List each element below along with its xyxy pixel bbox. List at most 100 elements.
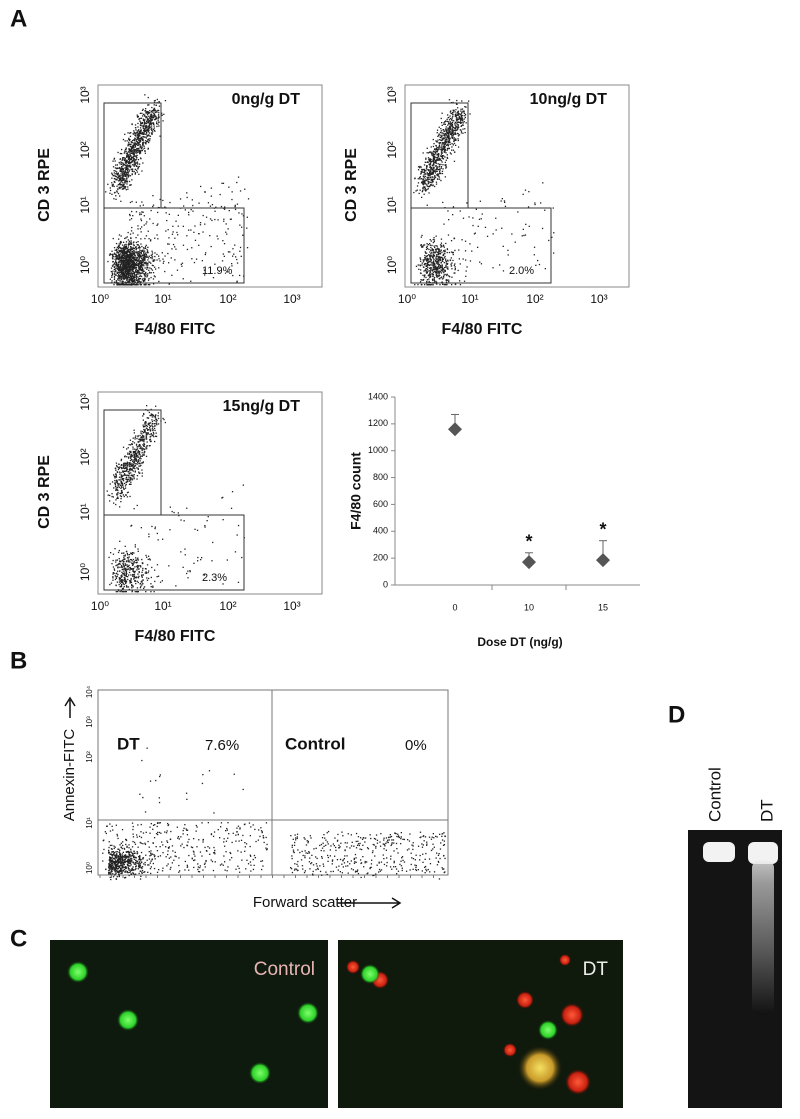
event-dot <box>419 166 420 167</box>
event-dot <box>127 153 128 154</box>
event-dot <box>178 226 179 227</box>
event-dot <box>121 585 122 586</box>
event-dot <box>457 126 458 127</box>
event-dot <box>144 122 145 123</box>
event-dot <box>155 118 156 119</box>
event-dot <box>141 170 142 171</box>
event-dot <box>517 211 518 212</box>
event-dot <box>157 124 158 125</box>
y-axis-label: F4/80 count <box>348 452 364 530</box>
event-dot <box>129 139 130 140</box>
event-dot <box>138 466 139 467</box>
event-dot <box>439 266 440 267</box>
event-dot <box>132 248 133 249</box>
event-dot <box>455 132 456 133</box>
event-dot <box>224 209 225 210</box>
event-dot <box>226 223 227 224</box>
event-dot <box>111 173 112 174</box>
event-dot <box>171 275 172 276</box>
event-dot <box>198 245 199 246</box>
event-dot <box>121 459 122 460</box>
event-dot <box>133 242 134 243</box>
event-dot <box>176 232 177 233</box>
event-dot <box>118 485 119 486</box>
event-dot <box>131 211 132 212</box>
event-dot <box>424 244 425 245</box>
event-dot <box>132 171 133 172</box>
event-dot <box>447 260 448 261</box>
event-dot <box>115 560 116 561</box>
event-dot <box>140 465 141 466</box>
event-dot <box>132 273 133 274</box>
event-dot <box>136 242 137 243</box>
event-dot <box>108 557 109 558</box>
event-dot <box>150 559 151 560</box>
event-dot <box>140 122 141 123</box>
event-dot <box>421 246 422 247</box>
event-dot <box>128 242 129 243</box>
event-dot <box>151 425 152 426</box>
event-dot <box>163 114 164 115</box>
event-dot <box>137 574 138 575</box>
event-dot <box>455 266 456 267</box>
event-dot <box>436 254 437 255</box>
event-dot <box>134 143 135 144</box>
event-dot <box>118 265 119 266</box>
event-dot <box>140 144 141 145</box>
event-dot <box>208 516 209 517</box>
event-dot <box>151 586 152 587</box>
event-dot <box>122 560 123 561</box>
event-dot <box>121 485 122 486</box>
event-dot <box>241 227 242 228</box>
event-dot <box>192 199 193 200</box>
event-dot <box>455 284 456 285</box>
event-dot <box>142 279 143 280</box>
event-cloud <box>107 405 245 592</box>
event-dot <box>430 168 431 169</box>
event-dot <box>134 153 135 154</box>
event-dot <box>158 114 159 115</box>
event-dot <box>430 174 431 175</box>
event-dot <box>134 171 135 172</box>
event-dot <box>460 129 461 130</box>
event-dot <box>152 120 153 121</box>
event-dot <box>461 132 462 133</box>
event-dot <box>189 570 190 571</box>
event-dot <box>151 210 152 211</box>
event-dot <box>442 164 443 165</box>
event-dot <box>120 472 121 473</box>
event-dot <box>135 129 136 130</box>
event-dot <box>454 143 455 144</box>
event-dot <box>126 241 127 242</box>
event-dot <box>115 585 116 586</box>
event-dot <box>452 214 453 215</box>
event-dot <box>422 275 423 276</box>
event-dot <box>135 560 136 561</box>
event-dot <box>125 546 126 547</box>
event-dot <box>134 267 135 268</box>
event-dot <box>154 420 155 421</box>
event-dot <box>171 257 172 258</box>
event-dot <box>446 166 447 167</box>
event-dot <box>129 152 130 153</box>
event-dot <box>158 412 159 413</box>
event-dot <box>130 552 131 553</box>
event-dot <box>427 148 428 149</box>
event-dot <box>137 171 138 172</box>
event-dot <box>121 260 122 261</box>
event-dot <box>122 159 123 160</box>
event-dot <box>451 153 452 154</box>
event-dot <box>167 243 168 244</box>
event-dot <box>464 281 465 282</box>
event-dot <box>248 198 249 199</box>
event-dot <box>135 134 136 135</box>
event-dot <box>126 471 127 472</box>
event-dot <box>200 224 201 225</box>
event-dot <box>153 124 154 125</box>
event-dot <box>448 141 449 142</box>
event-dot <box>468 216 469 217</box>
event-dot <box>451 113 452 114</box>
event-dot <box>430 250 431 251</box>
event-dot <box>134 508 135 509</box>
event-dot <box>462 124 463 125</box>
